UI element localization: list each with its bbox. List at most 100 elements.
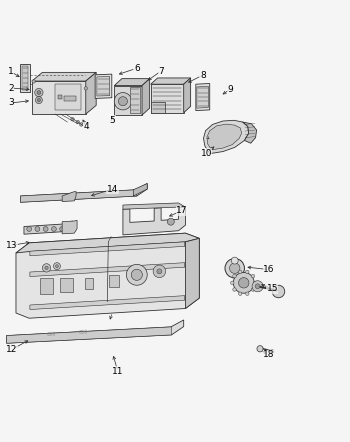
Text: 16: 16: [263, 265, 274, 274]
Polygon shape: [16, 233, 199, 318]
Polygon shape: [86, 72, 96, 114]
Text: 000: 000: [47, 332, 56, 337]
Polygon shape: [151, 84, 184, 113]
Polygon shape: [109, 275, 119, 287]
Polygon shape: [184, 78, 191, 113]
Polygon shape: [21, 64, 30, 92]
Circle shape: [71, 118, 74, 121]
Circle shape: [114, 92, 132, 110]
Circle shape: [76, 120, 79, 124]
Circle shape: [32, 80, 35, 83]
Text: 8: 8: [200, 71, 206, 80]
Circle shape: [230, 263, 240, 274]
Polygon shape: [142, 79, 150, 115]
Circle shape: [118, 97, 127, 106]
Circle shape: [37, 91, 41, 95]
Text: 2: 2: [8, 84, 14, 92]
Text: 000: 000: [78, 330, 88, 335]
Polygon shape: [123, 203, 186, 209]
Text: 9: 9: [228, 84, 233, 94]
Polygon shape: [22, 66, 28, 90]
Circle shape: [131, 269, 142, 280]
Polygon shape: [7, 327, 172, 343]
Polygon shape: [30, 242, 185, 256]
Polygon shape: [61, 278, 72, 292]
Polygon shape: [114, 86, 142, 115]
Circle shape: [252, 281, 263, 292]
Polygon shape: [133, 183, 147, 196]
Polygon shape: [55, 84, 80, 110]
Circle shape: [246, 270, 249, 274]
Polygon shape: [151, 78, 191, 84]
Polygon shape: [130, 88, 140, 113]
Text: 5: 5: [110, 116, 116, 125]
Circle shape: [246, 292, 249, 295]
Polygon shape: [32, 81, 86, 114]
Polygon shape: [7, 320, 184, 343]
Polygon shape: [21, 190, 137, 202]
Polygon shape: [123, 207, 186, 235]
Polygon shape: [40, 278, 54, 294]
Circle shape: [79, 123, 83, 126]
Text: 3: 3: [8, 99, 14, 107]
Polygon shape: [30, 263, 185, 277]
Polygon shape: [243, 122, 257, 143]
Polygon shape: [197, 86, 208, 108]
Text: 12: 12: [6, 345, 18, 354]
Polygon shape: [30, 296, 185, 309]
Circle shape: [253, 281, 257, 285]
Circle shape: [157, 269, 162, 274]
Circle shape: [231, 257, 238, 264]
Text: 7: 7: [158, 66, 164, 76]
Text: 1: 1: [8, 67, 14, 76]
Circle shape: [27, 227, 31, 232]
Polygon shape: [62, 191, 76, 202]
Circle shape: [84, 87, 88, 90]
Text: 13: 13: [6, 241, 18, 250]
Circle shape: [35, 88, 43, 97]
Circle shape: [233, 274, 236, 278]
Circle shape: [251, 274, 255, 278]
Text: 4: 4: [84, 122, 89, 131]
Circle shape: [54, 263, 61, 270]
Polygon shape: [85, 278, 93, 289]
Circle shape: [167, 218, 174, 225]
Circle shape: [60, 227, 65, 232]
Polygon shape: [21, 183, 147, 202]
Circle shape: [251, 288, 255, 291]
Circle shape: [35, 97, 42, 103]
Polygon shape: [95, 74, 112, 99]
Circle shape: [255, 284, 260, 289]
Circle shape: [51, 227, 56, 232]
Text: 17: 17: [176, 206, 188, 215]
Circle shape: [231, 281, 234, 285]
Polygon shape: [152, 102, 164, 113]
Circle shape: [43, 227, 48, 232]
Circle shape: [271, 350, 274, 353]
Circle shape: [272, 285, 285, 298]
Circle shape: [42, 264, 51, 272]
Polygon shape: [97, 76, 110, 96]
Polygon shape: [32, 72, 96, 81]
Polygon shape: [58, 95, 62, 99]
Circle shape: [233, 272, 254, 293]
Polygon shape: [203, 120, 248, 154]
Text: 10: 10: [201, 149, 212, 158]
Polygon shape: [196, 84, 210, 110]
Polygon shape: [24, 221, 72, 234]
Text: 15: 15: [266, 284, 278, 293]
Polygon shape: [64, 96, 76, 101]
Circle shape: [37, 99, 41, 102]
Circle shape: [56, 265, 58, 267]
Polygon shape: [16, 233, 199, 253]
Circle shape: [239, 278, 249, 288]
Circle shape: [126, 264, 147, 285]
Text: 11: 11: [112, 366, 124, 376]
Polygon shape: [62, 220, 77, 234]
Polygon shape: [186, 238, 199, 309]
Circle shape: [153, 265, 166, 278]
Text: 14: 14: [107, 185, 118, 194]
Polygon shape: [114, 79, 150, 86]
Circle shape: [238, 270, 242, 274]
Circle shape: [45, 266, 48, 270]
